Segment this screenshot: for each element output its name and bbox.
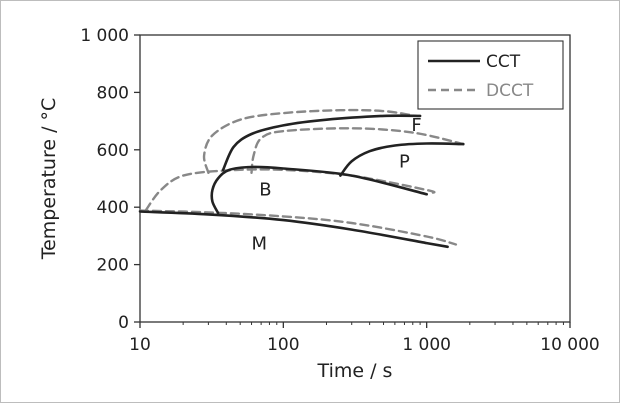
cct-curve [210,165,428,215]
y-tick-label: 600 [97,141,129,161]
cct-curve [221,114,422,172]
dcct-curve [144,168,436,212]
legend-box [417,40,564,110]
y-axis-title: Temperature / °C [38,98,60,261]
dcct-curve [138,209,458,246]
region-label-f: F [411,115,421,136]
y-tick-label: 1 000 [80,26,129,46]
region-labels: FP B M [252,115,422,255]
region-label-p: P [399,152,410,173]
x-tick-label: 1 000 [402,335,451,355]
y-tick-label: 200 [97,256,129,276]
region-label-b: B [259,180,271,201]
curves [138,108,465,249]
region-label-m: M [252,234,268,255]
axes: 0 200 400 600 800 1 000 10 100 1 000 10 000 Time /… [38,26,600,382]
legend-label-cct: CCT [486,52,521,72]
y-tick-label: 800 [97,83,129,103]
legend-label-dcct: DCCT [486,81,534,101]
x-axis-title: Time / s [317,360,393,382]
dcct-curve [202,108,414,174]
cct-curve [138,210,449,249]
y-tick-label: 0 [118,313,129,333]
cct-curve [339,142,465,177]
x-tick-label: 10 [129,335,151,355]
x-tick-label: 100 [267,335,299,355]
dcct-curve [250,127,465,174]
x-tick-label: 10 000 [540,335,599,355]
y-tick-label: 400 [97,198,129,218]
legend: CCT DCCT [417,40,564,110]
